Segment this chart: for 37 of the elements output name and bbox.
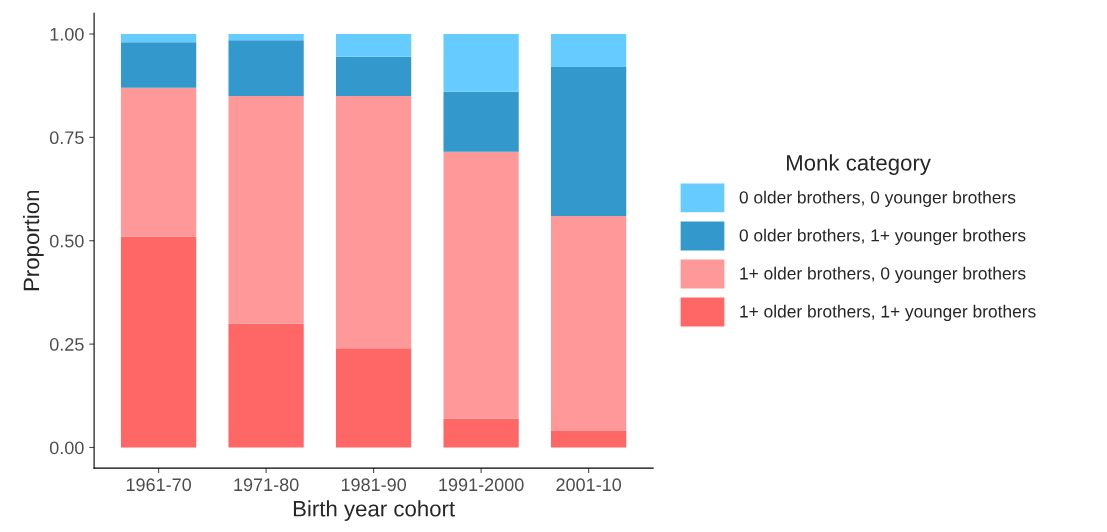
bar [335, 348, 412, 448]
y-tick-label: 0.00 [49, 441, 84, 455]
x-axis-title: Birth year cohort [293, 500, 455, 521]
y-tick-label: 1.00 [50, 27, 84, 41]
y-tick-label: 0.50 [49, 234, 84, 248]
bar [551, 33, 627, 68]
x-tick-label: 1991-2000 [439, 478, 524, 492]
y-tick-label: 0.25 [49, 338, 84, 351]
bar [228, 323, 304, 448]
bar [335, 56, 412, 96]
bar [443, 91, 519, 152]
y-axis-title: Proportion [22, 190, 44, 291]
legend-label: 0 older brothers, 1+ younger brothers [739, 228, 1026, 245]
bar [228, 33, 304, 41]
bar [120, 87, 197, 237]
bar [443, 151, 519, 419]
x-tick-label: 1981-90 [341, 478, 407, 492]
bar [335, 96, 412, 349]
x-tick-label: 2001-10 [556, 478, 622, 492]
legend-label: 1+ older brothers, 0 younger brothers [740, 266, 1026, 283]
bar [228, 40, 304, 96]
bar [335, 33, 412, 57]
legend-title: Monk category [787, 154, 931, 176]
bar [443, 418, 519, 448]
bar [443, 33, 519, 92]
x-tick-label: 1961-70 [126, 478, 192, 492]
bar [120, 236, 197, 448]
bar [551, 67, 627, 216]
y-tick-label: 0.75 [49, 131, 84, 145]
x-tick-label: 1971-80 [234, 478, 299, 492]
bar [120, 33, 197, 43]
bar [228, 96, 304, 324]
bar [551, 430, 627, 448]
legend-label: 1+ older brothers, 1+ younger brothers [740, 304, 1036, 322]
bar [551, 215, 627, 431]
bar [120, 42, 197, 88]
legend-label: 0 older brothers, 0 younger brothers [739, 190, 1016, 207]
